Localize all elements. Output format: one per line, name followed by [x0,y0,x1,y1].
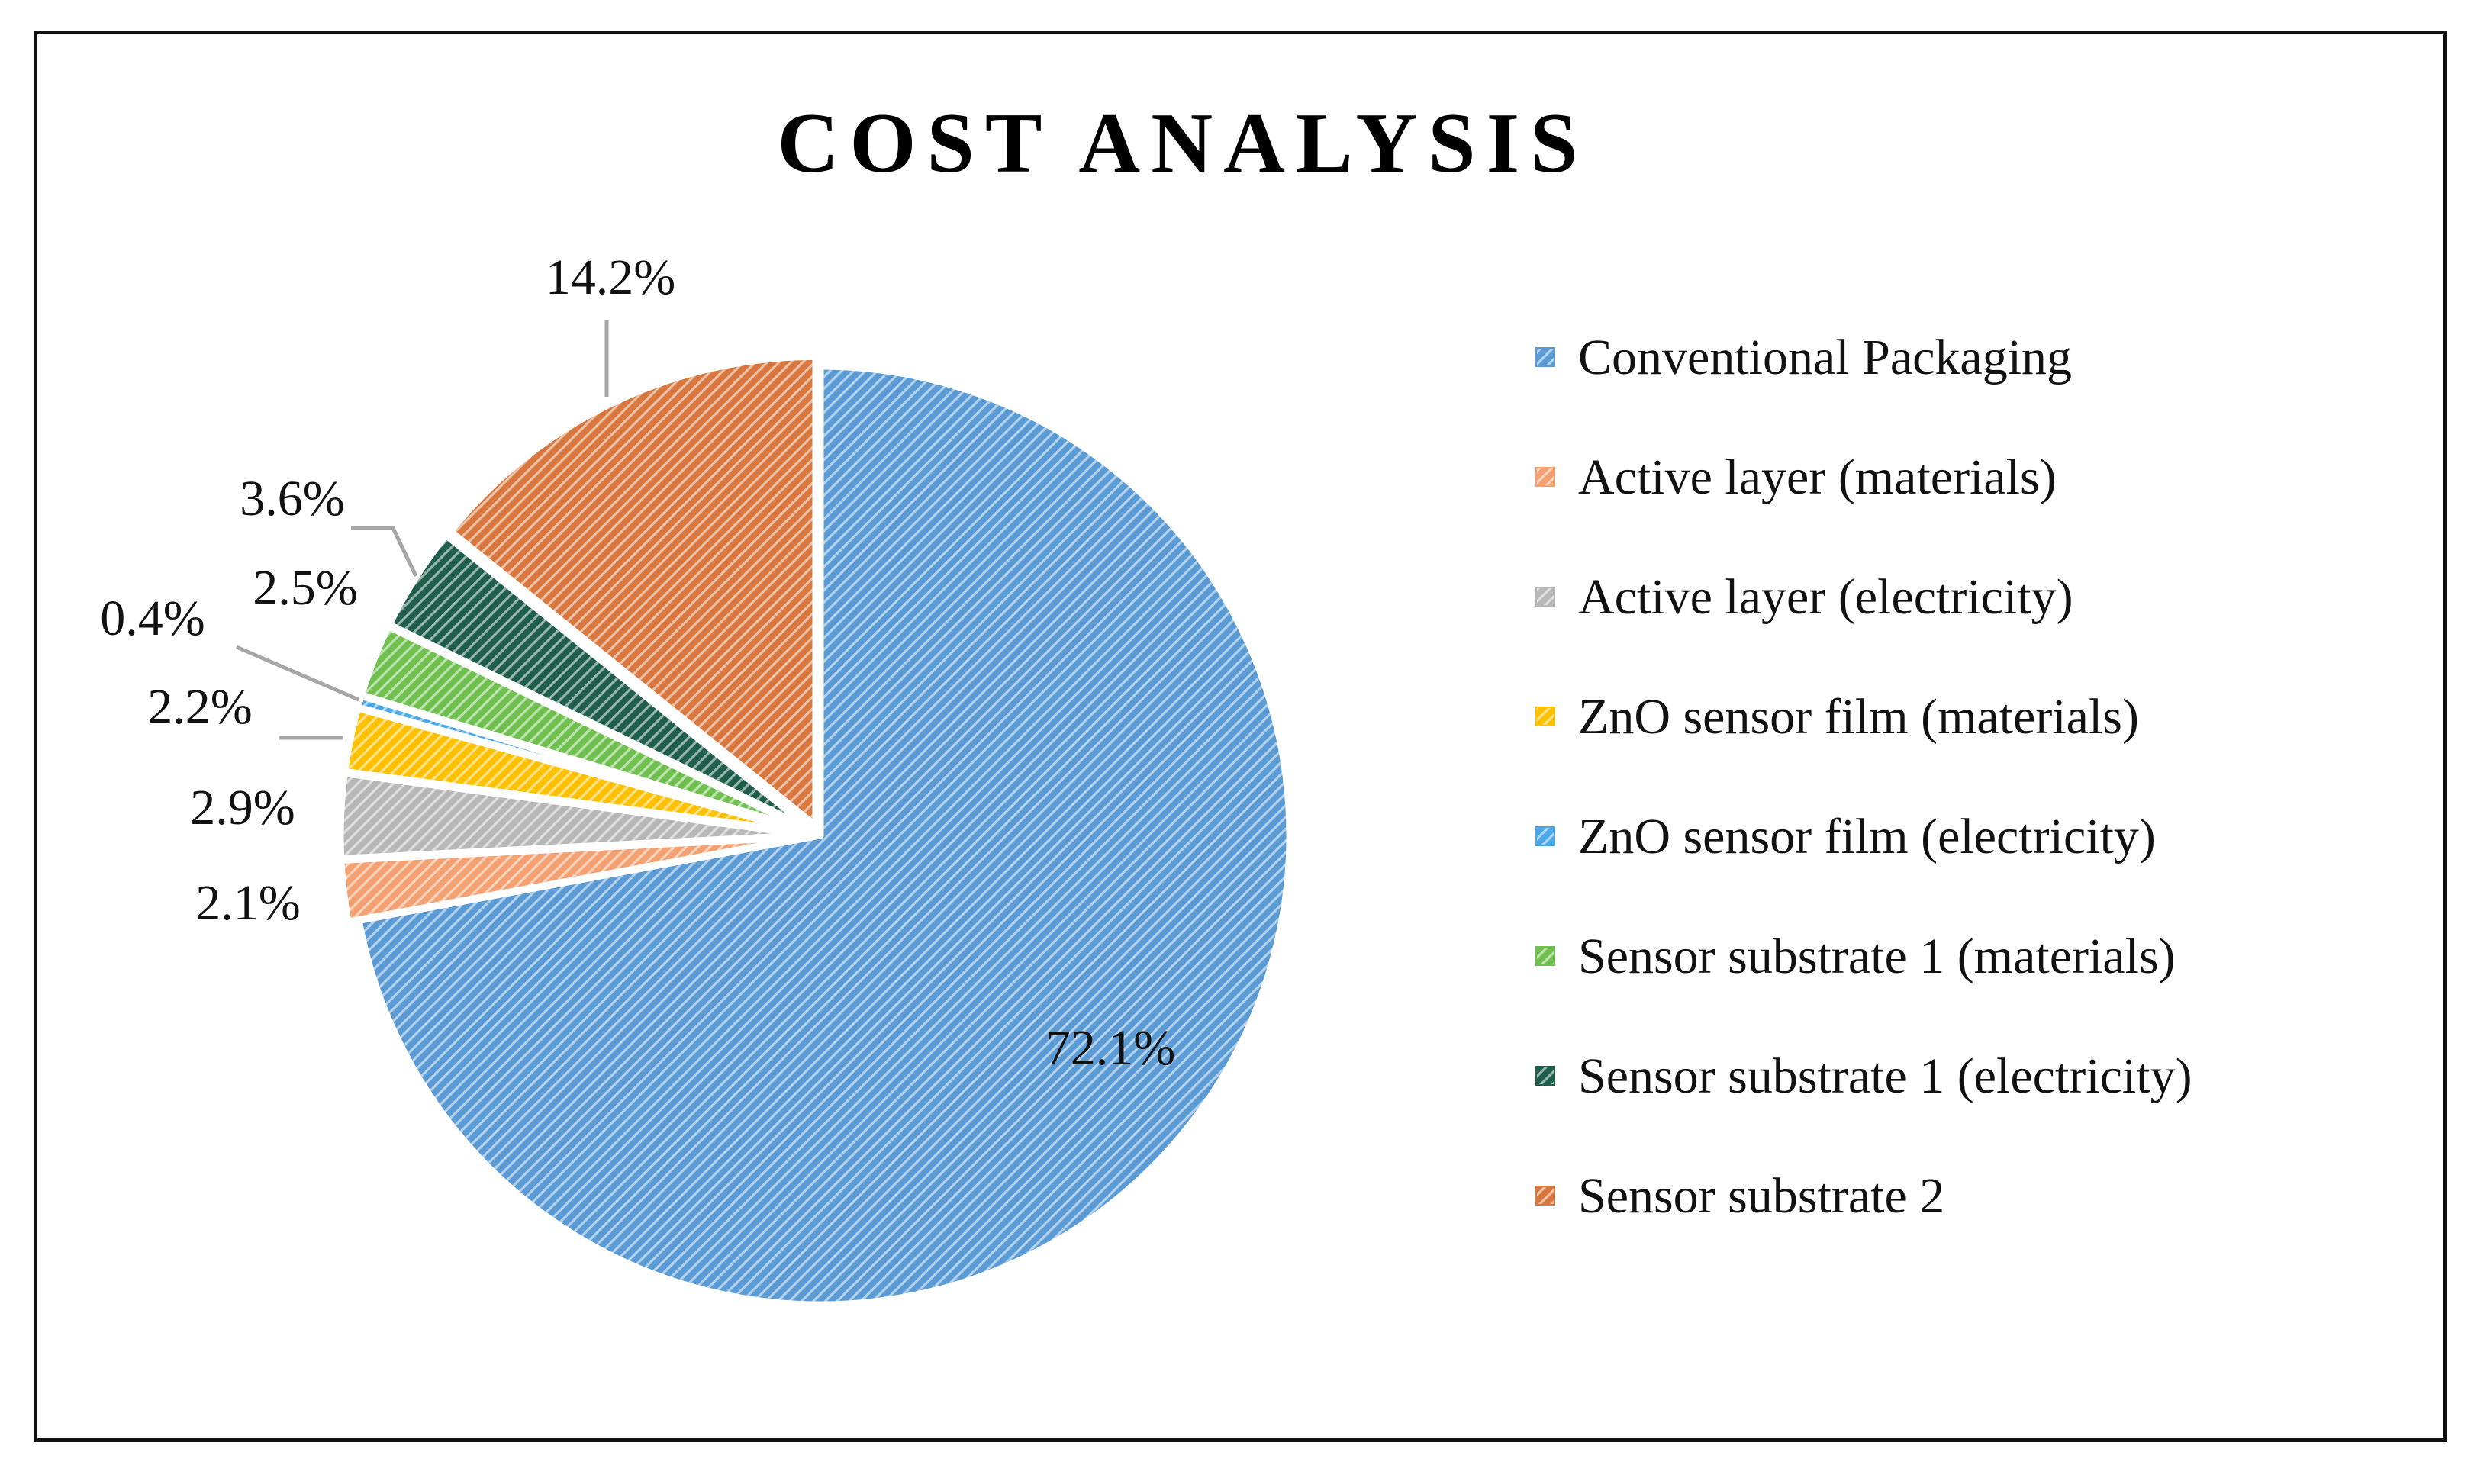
data-label-sensor-substrate-1-electricity: 3.6% [240,471,344,526]
leader-line-zno-sensor-film-electricity [236,645,359,702]
legend-label-sensor-substrate-2: Sensor substrate 2 [1578,1168,1944,1224]
pie-slice-sensor-substrate-1-electricity [385,531,815,833]
pie-slice-conventional-packaging [355,362,1293,1309]
pie-slice-sensor-substrate-2 [446,352,820,829]
legend-item-active-layer-electricity: Active layer (electricity) [1535,569,2073,625]
legend-item-zno-sensor-film-electricity: ZnO sensor film (electricity) [1535,809,2156,864]
legend-item-conventional-packaging: Conventional Packaging [1535,330,2072,385]
legend-swatch-zno-sensor-film-materials [1535,707,1555,726]
legend-swatch-zno-sensor-film-electricity [1535,826,1555,846]
data-label-active-layer-electricity: 2.9% [190,780,295,835]
leader-line-sensor-substrate-1-electricity [351,526,418,578]
legend-item-sensor-substrate-2: Sensor substrate 2 [1535,1168,1944,1224]
legend-swatch-sensor-substrate-1-materials [1535,946,1555,966]
data-labels: 72.1% 2.1% 2.9% 2.2% 0.4% 2.5% 3.6% 14.2% [100,249,1175,1076]
data-label-active-layer-materials: 2.1% [195,875,300,931]
chart-title: COST ANALYSIS [778,96,1589,191]
legend-label-active-layer-electricity: Active layer (electricity) [1578,569,2073,625]
data-label-sensor-substrate-1-materials: 2.5% [253,560,357,616]
data-label-zno-sensor-film-materials: 2.2% [147,679,252,735]
legend-item-sensor-substrate-1-electricity: Sensor substrate 1 (electricity) [1535,1048,2192,1104]
legend-item-active-layer-materials: Active layer (materials) [1535,449,2057,505]
data-label-sensor-substrate-2: 14.2% [546,249,675,305]
legend-item-sensor-substrate-1-materials: Sensor substrate 1 (materials) [1535,929,2176,984]
legend-label-sensor-substrate-1-electricity: Sensor substrate 1 (electricity) [1578,1048,2192,1104]
pie-slices [337,352,1293,1309]
legend-label-zno-sensor-film-materials: ZnO sensor film (materials) [1578,689,2139,745]
legend-label-zno-sensor-film-electricity: ZnO sensor film (electricity) [1578,809,2156,864]
legend: Conventional Packaging Active layer (mate… [1535,330,2192,1224]
legend-item-zno-sensor-film-materials: ZnO sensor film (materials) [1535,689,2139,745]
legend-label-conventional-packaging: Conventional Packaging [1578,330,2072,385]
legend-swatch-conventional-packaging [1535,347,1555,367]
legend-label-active-layer-materials: Active layer (materials) [1578,449,2057,505]
data-label-conventional-packaging: 72.1% [1045,1020,1175,1076]
legend-swatch-sensor-substrate-2 [1535,1186,1555,1206]
legend-swatch-active-layer-electricity [1535,587,1555,607]
leader-lines [236,320,609,740]
data-label-zno-sensor-film-electricity: 0.4% [100,591,205,646]
legend-swatch-active-layer-materials [1535,467,1555,487]
legend-label-sensor-substrate-1-materials: Sensor substrate 1 (materials) [1578,929,2176,984]
legend-swatch-sensor-substrate-1-electricity [1535,1066,1555,1086]
